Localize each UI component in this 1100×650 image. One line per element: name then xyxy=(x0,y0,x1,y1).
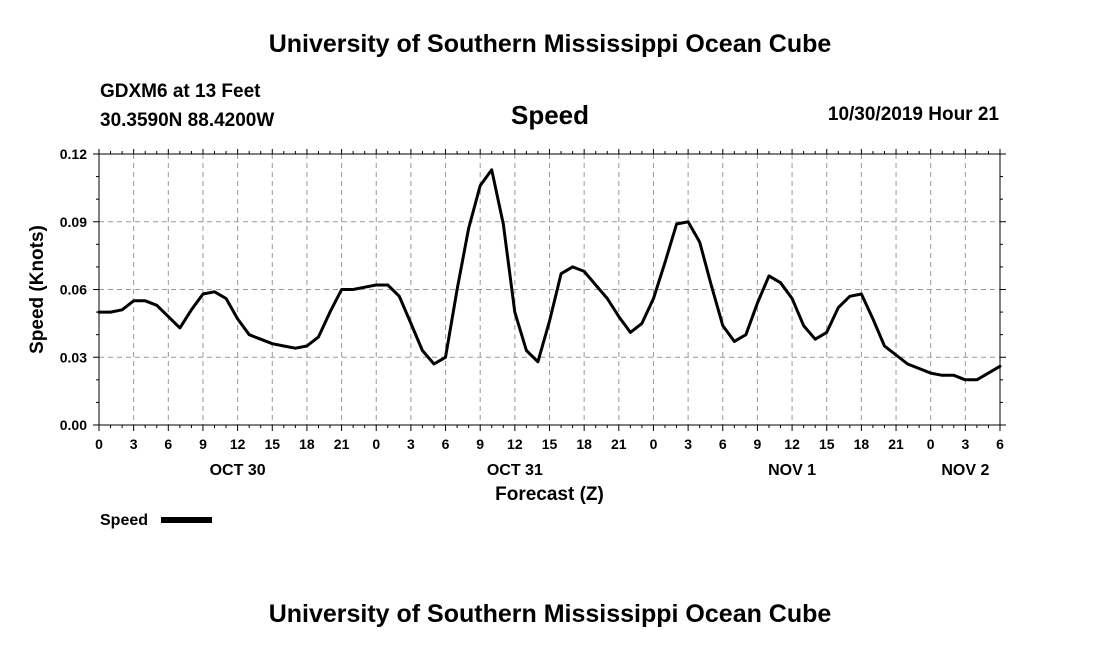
x-tick-label: 15 xyxy=(542,436,558,452)
day-label: NOV 1 xyxy=(768,462,816,479)
x-tick-label: 12 xyxy=(784,436,800,452)
x-tick-label: 15 xyxy=(264,436,280,452)
x-tick-label: 3 xyxy=(407,436,415,452)
station-coords: 30.3590N 88.4200W xyxy=(100,110,275,131)
x-tick-label: 12 xyxy=(230,436,246,452)
x-tick-label: 15 xyxy=(819,436,835,452)
y-tick-label: 0.09 xyxy=(60,214,87,230)
day-label: NOV 2 xyxy=(941,462,989,479)
x-tick-label: 18 xyxy=(299,436,315,452)
y-tick-label: 0.03 xyxy=(60,349,87,365)
valid-time: 10/30/2019 Hour 21 xyxy=(827,104,999,125)
x-tick-label: 6 xyxy=(164,436,172,452)
legend: Speed xyxy=(100,512,212,529)
y-tick-label: 0.06 xyxy=(60,282,87,298)
x-tick-label: 6 xyxy=(996,436,1004,452)
x-tick-label: 12 xyxy=(507,436,523,452)
x-tick-label: 21 xyxy=(888,436,904,452)
x-tick-label: 21 xyxy=(334,436,350,452)
axis-ticks xyxy=(93,149,1006,431)
footer-title: University of Southern Mississippi Ocean… xyxy=(268,600,832,628)
day-label: OCT 30 xyxy=(210,462,266,479)
x-axis-title: Forecast (Z) xyxy=(495,484,604,505)
x-tick-label: 3 xyxy=(961,436,969,452)
legend-swatch-speed xyxy=(161,517,212,523)
x-tick-label: 21 xyxy=(611,436,627,452)
grid xyxy=(99,154,1000,425)
station-info: GDXM6 at 13 Feet 30.3590N 88.4200W xyxy=(100,77,274,135)
x-tick-label: 18 xyxy=(576,436,592,452)
x-tick-label: 0 xyxy=(650,436,658,452)
x-tick-label: 0 xyxy=(95,436,103,452)
x-tick-label: 18 xyxy=(854,436,870,452)
x-tick-label: 3 xyxy=(130,436,138,452)
x-tick-label: 0 xyxy=(927,436,935,452)
series-line-speed xyxy=(97,168,1002,382)
x-tick-label: 9 xyxy=(476,436,484,452)
x-tick-label: 9 xyxy=(754,436,762,452)
x-tick-label: 9 xyxy=(199,436,207,452)
header-title: University of Southern Mississippi Ocean… xyxy=(268,30,832,58)
legend-label-speed: Speed xyxy=(100,512,148,529)
chart-title: Speed xyxy=(510,100,590,130)
y-tick-label: 0.00 xyxy=(60,417,87,433)
y-tick-label: 0.12 xyxy=(60,146,87,162)
series xyxy=(97,168,1002,382)
x-tick-label: 0 xyxy=(372,436,380,452)
x-tick-label: 6 xyxy=(442,436,450,452)
y-axis-title: Speed (Knots) xyxy=(27,225,48,354)
x-tick-label: 3 xyxy=(684,436,692,452)
station-name: GDXM6 at 13 Feet xyxy=(100,81,261,102)
x-tick-label: 6 xyxy=(719,436,727,452)
day-label: OCT 31 xyxy=(487,462,543,479)
axis-labels: 0 3 6 9 12 15 18 21 0 3 6 9 12 15 18 21 0 3 6 9 12 15 18 21 0 3 6 0… xyxy=(60,146,1004,479)
